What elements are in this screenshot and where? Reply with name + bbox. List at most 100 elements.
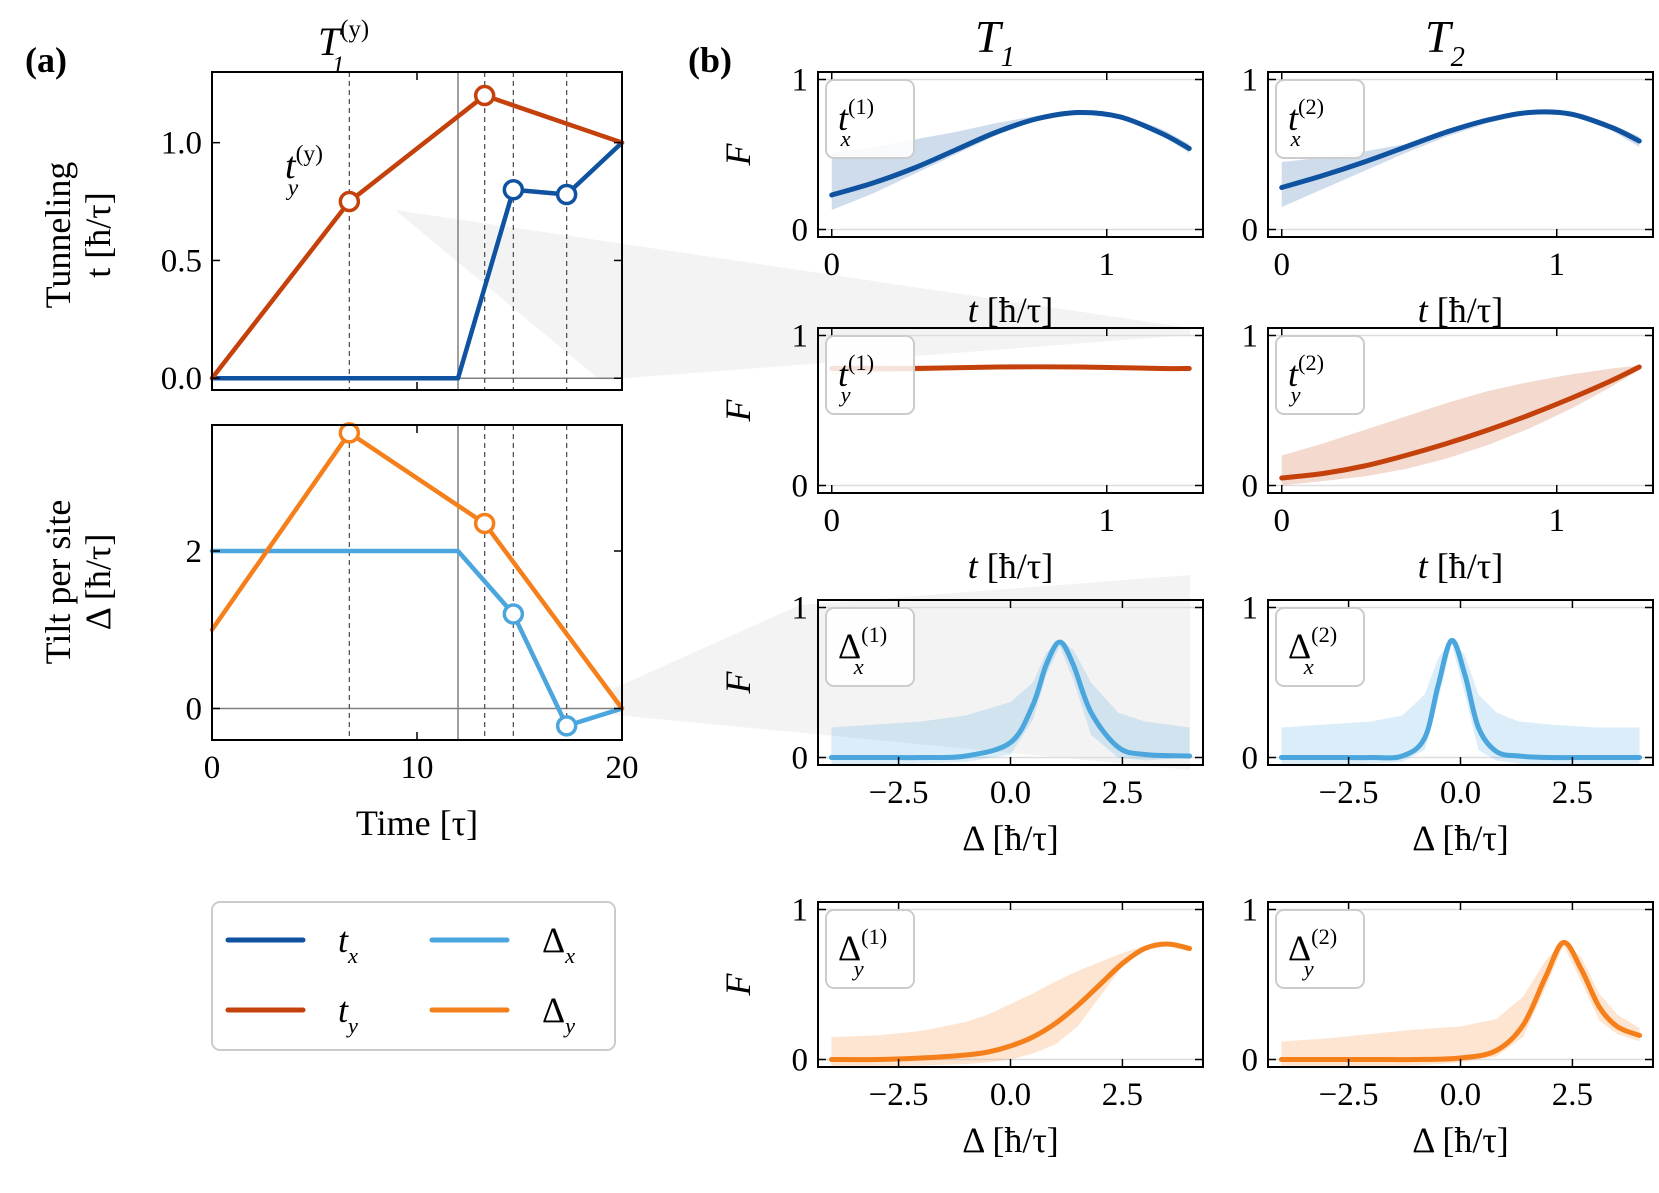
xlabel-unit: [ħ/τ] [978,546,1053,586]
ylabel-F: F [718,671,758,695]
axes-b-r1c1: 010 1t [ħ/τ]t(2) y [1242,319,1654,586]
x-tick-label: 2.5 [1552,1077,1593,1113]
x-tick-label: 2.5 [1102,1077,1143,1113]
label-box [1275,79,1365,159]
xlabel-b: t [ħ/τ] [1418,290,1503,330]
y-tick-label: 0 [1242,741,1259,777]
y-tick-label: 0 [792,213,809,249]
legend-label-ty-sub: y [346,1013,358,1038]
series-ty [209,93,625,381]
xlabel-var: t [968,546,979,586]
label-box [825,335,915,415]
fidelity-curve [1278,940,1643,1063]
ylabel-a-bottom-1: Tilt per site [38,500,78,665]
xlabel-var: t [1418,546,1429,586]
uncertainty-band [1281,365,1640,486]
column-header-2: T2 [1425,11,1465,73]
subplot-label-sub: x [853,654,864,679]
axes-frame [817,327,1204,494]
subplot-label-sub: y [839,382,851,407]
label-box [825,607,915,687]
axes-frame [817,71,1204,238]
xlabel-unit: [ħ/τ] [1428,290,1503,330]
y-tick-label: 0.0 [161,361,202,397]
control-point-ty [338,190,361,213]
y-tick-label: 1 [792,319,809,355]
fidelity-curve [828,639,1193,761]
y-tick-label: 0 [1242,1043,1259,1079]
control-point-dx [555,715,578,737]
subplot-label-sup: (1) [861,622,887,647]
ylabel-a-top-2: t [ħ/τ] [78,192,118,277]
axes-a-top: 0.0 0.5 1.0 [161,71,625,397]
y-tick-label: 1 [1242,63,1259,99]
label-box [1275,607,1365,687]
uncertainty-band [831,942,1190,1067]
axes-b-r3c0: 0 1 −2.5 0.0 2.5 Δ [ħ/τ] Δ(1) y [792,893,1204,1160]
axes-b-r1c0: 010 1t [ħ/τ]t(1) y [792,319,1204,586]
xlabel-b: t [ħ/τ] [968,290,1053,330]
x-tick-label: 10 [401,750,434,786]
xlabel-b: t [ħ/τ] [968,546,1053,586]
subplot-label-base: t [1288,98,1299,138]
axes-b-r2c0: 0 1 −2.5 0.0 2.5 Δ [ħ/τ] Δ(1) x [792,591,1204,858]
xlabel-b: Δ [ħ/τ] [962,1120,1059,1160]
subplot-label-sub: y [1302,956,1314,981]
marker-label-sub: 1 [332,52,344,79]
legend-label-ty: ty [338,990,358,1038]
annotation-ty: t(y) y [285,141,323,201]
axes-b-r0c1: 010 1t [ħ/τ]t(2) x [1242,63,1654,330]
y-tick-label: 0 [1242,213,1259,249]
x-tick-label: −2.5 [869,775,929,811]
subplot-label-sup: (2) [1311,924,1337,949]
marker-label: T(y) 1 [318,16,369,79]
control-point-tx [502,179,525,201]
marker-label-base: T [318,19,343,64]
annotation-ty-sup: (y) [296,141,323,167]
y-tick-label: 0 [792,741,809,777]
column-header-1-base: T [975,11,1004,62]
uncertainty-band [831,111,1190,210]
zoom-wedge-t [395,210,1190,380]
subplot-label-sup: (1) [848,350,874,375]
series-dy [209,430,625,711]
label-box [1275,335,1365,415]
x-tick-label: 0 [824,503,841,539]
x-tick-label: 0 [1274,247,1291,283]
y-tick-label: 1 [792,893,809,929]
axes-frame [1267,327,1654,494]
y-tick-label: 2 [186,534,203,570]
xlabel-time: Time [τ] [356,803,478,843]
marker-label-sup: (y) [340,16,369,43]
subplot-label: t(2) x [1288,94,1324,151]
xlabel-var: t [968,290,979,330]
subplot-label: t(2) y [1288,350,1324,407]
legend-label-tx-base: t [338,920,349,960]
y-tick-label: 1 [792,591,809,627]
subplot-label-sup: (2) [1298,94,1324,119]
panel-label-a: (a) [25,40,67,80]
x-tick-label: 1 [1099,503,1116,539]
ylabel-a-bottom-2: Δ [ħ/τ] [78,534,118,631]
panel-label-b: (b) [688,40,732,80]
x-tick-label: 0 [1274,503,1291,539]
subplot-label-sub: y [852,956,864,981]
uncertainty-band [831,640,1190,765]
annotation-ty-base: t [285,145,297,187]
subplot-label-base: Δ [838,626,861,666]
axes-b-r2c1: 0 1 −2.5 0.0 2.5 Δ [ħ/τ] Δ(2) x [1242,591,1654,858]
control-point-tx [555,183,578,206]
x-tick-label: 2.5 [1102,775,1143,811]
y-tick-label: 1 [1242,591,1259,627]
x-tick-label: 1 [1549,503,1566,539]
xlabel-b: Δ [ħ/τ] [962,818,1059,858]
y-tick-label: 0.5 [161,243,202,279]
control-point-ty [473,84,496,107]
column-header-2-base: T [1425,11,1454,62]
ylabel-F: F [718,973,758,997]
axes-frame [1267,71,1654,238]
x-tick-label: 1 [1099,247,1116,283]
ylabel-F: F [718,143,758,167]
